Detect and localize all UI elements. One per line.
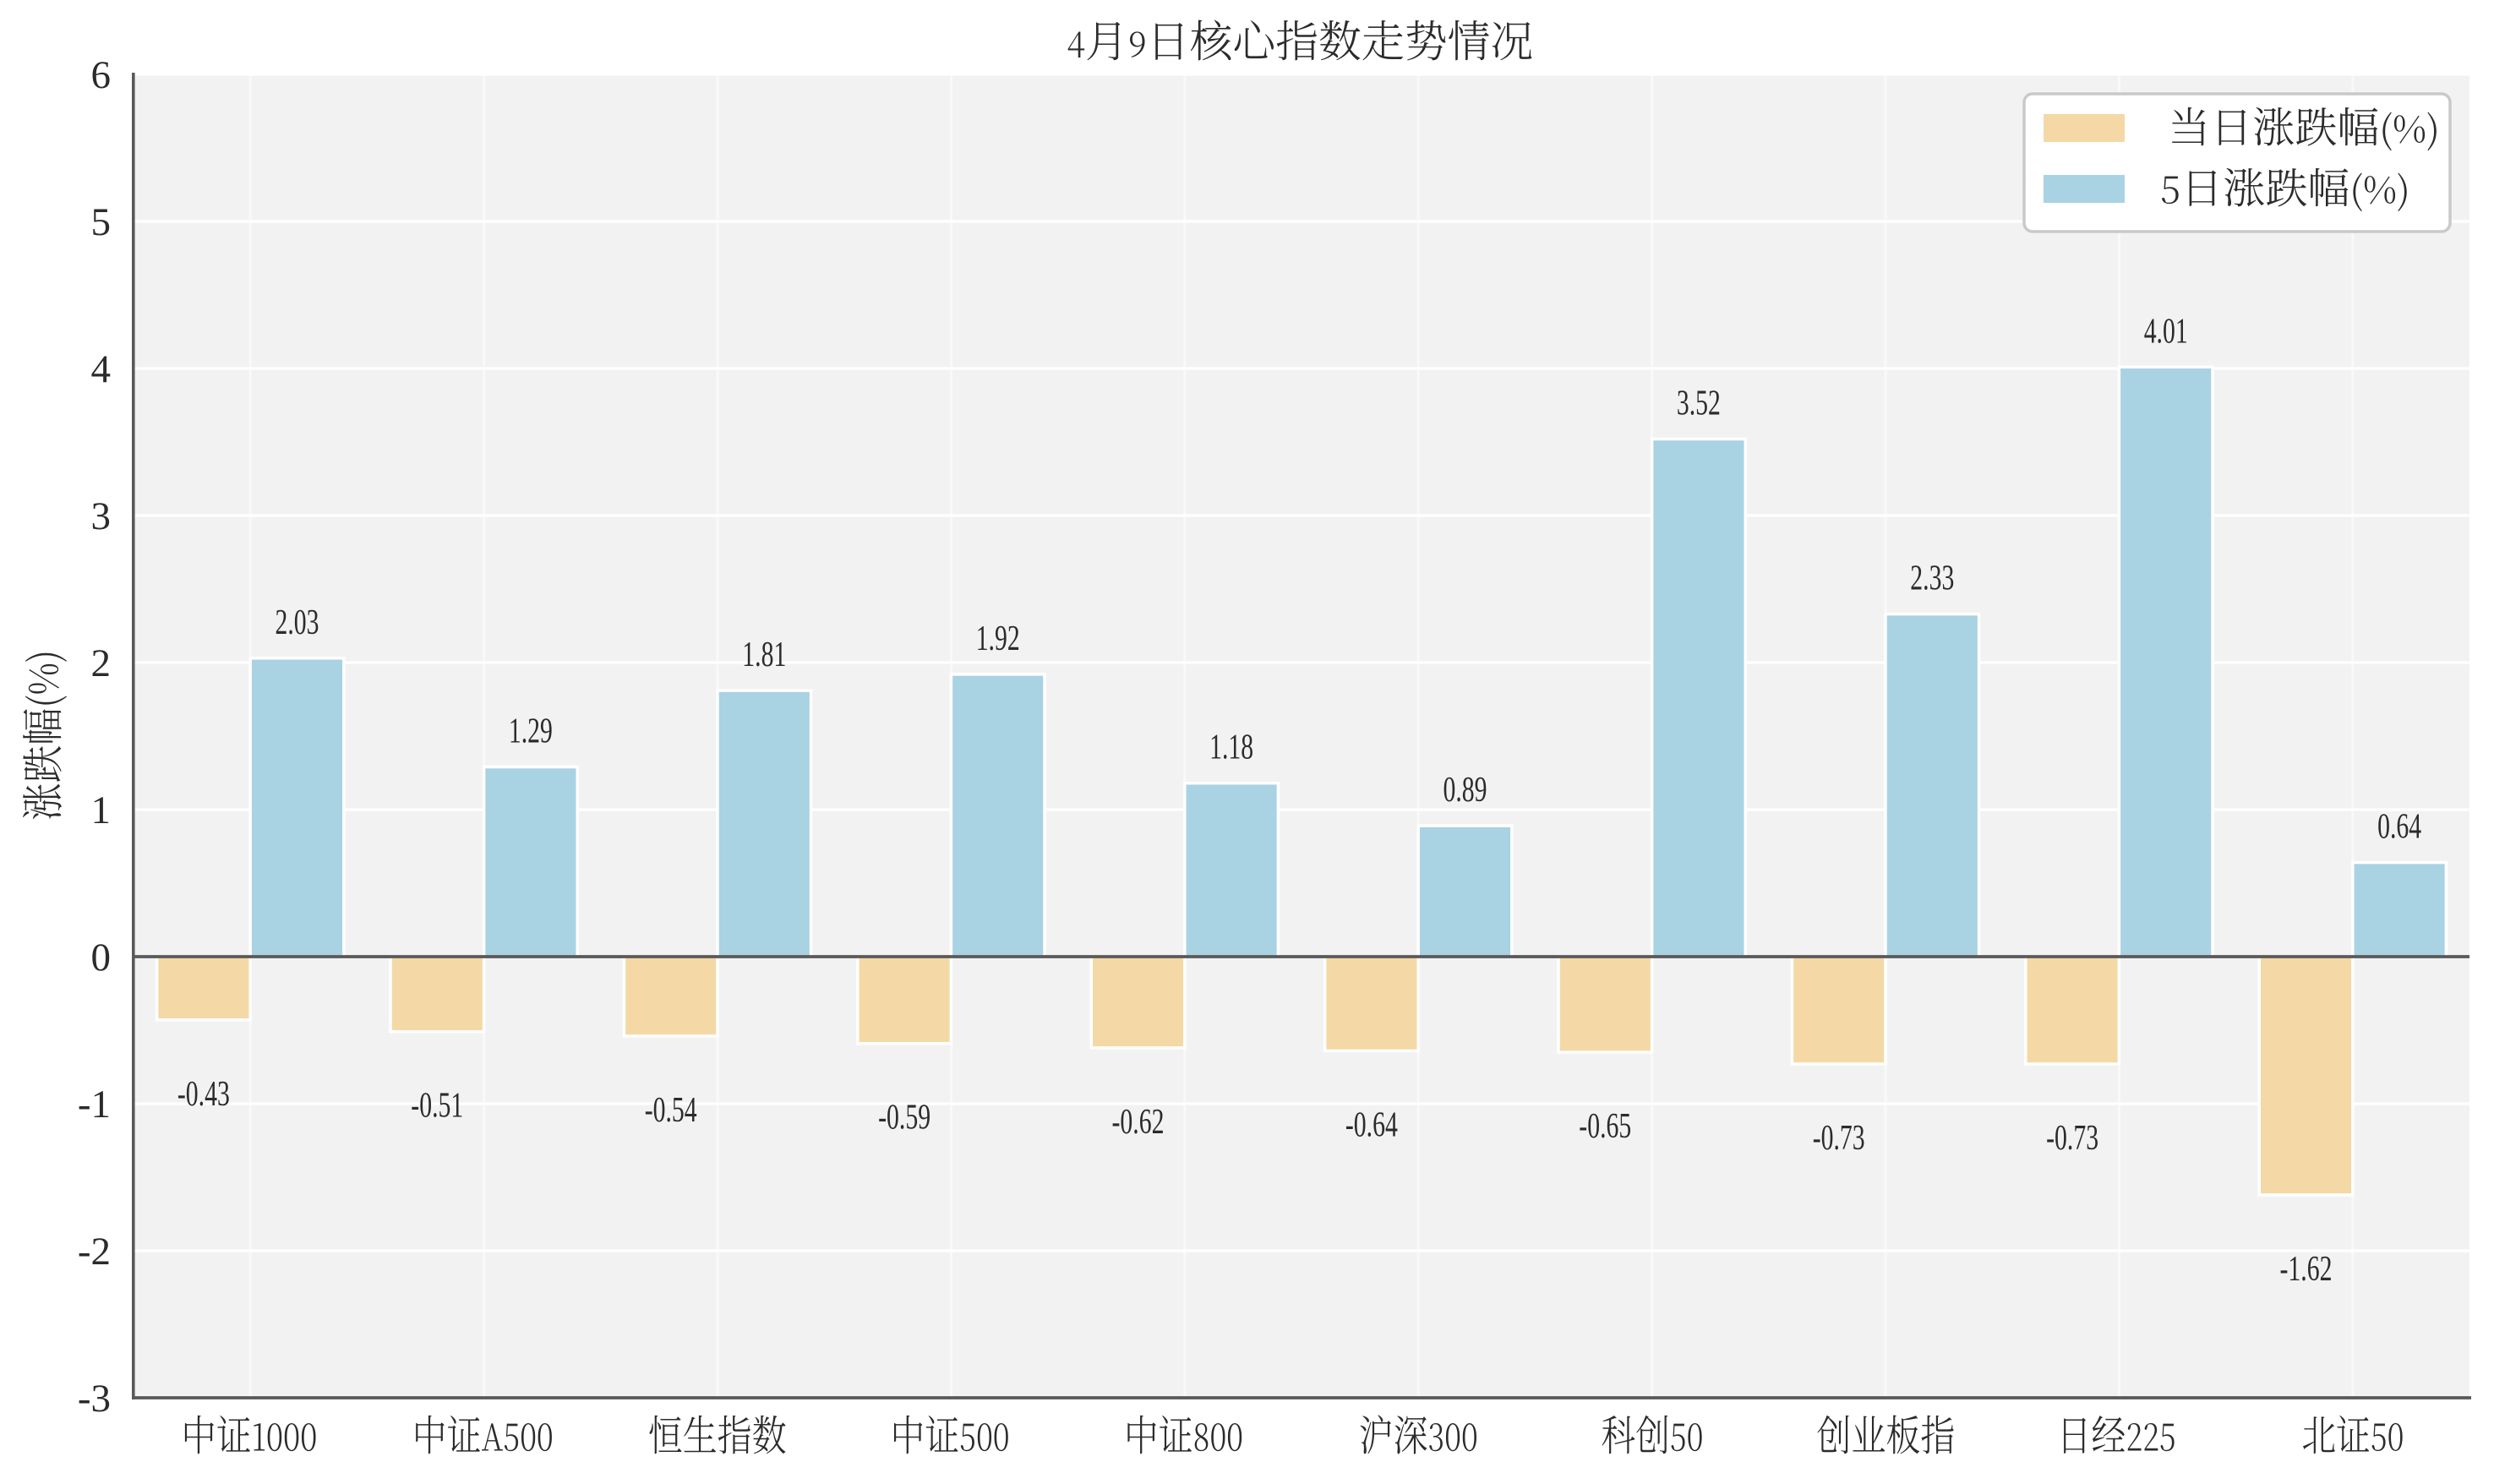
svg-text:4: 4 [91,347,112,391]
svg-text:-0.64: -0.64 [1345,1105,1398,1144]
svg-text:-0.62: -0.62 [1112,1103,1165,1142]
svg-text:1.18: 1.18 [1209,728,1253,767]
svg-text:-0.54: -0.54 [645,1091,697,1130]
svg-text:0.89: 0.89 [1443,771,1487,810]
svg-text:1.29: 1.29 [509,712,553,751]
svg-text:4.01: 4.01 [2144,312,2188,351]
svg-text:1.92: 1.92 [976,619,1020,658]
svg-text:2.03: 2.03 [276,603,319,642]
svg-text:-0.73: -0.73 [1813,1119,1865,1158]
svg-text:-1.62: -1.62 [2280,1250,2333,1289]
svg-text:-2: -2 [78,1230,111,1274]
svg-text:1: 1 [91,788,112,832]
svg-text:-3: -3 [78,1377,111,1421]
svg-text:5: 5 [91,200,112,244]
svg-text:-0.59: -0.59 [878,1099,930,1138]
svg-text:3: 3 [91,494,112,538]
svg-text:2.33: 2.33 [1910,559,1954,598]
svg-text:0: 0 [91,936,112,979]
svg-text:-0.73: -0.73 [2046,1119,2098,1158]
svg-text:-1: -1 [78,1083,111,1127]
svg-text:0.64: 0.64 [2377,808,2421,847]
svg-text:3.52: 3.52 [1677,385,1721,423]
svg-text:-0.51: -0.51 [411,1087,463,1126]
svg-text:1.81: 1.81 [742,636,786,674]
svg-text:-0.65: -0.65 [1579,1107,1631,1146]
svg-text:6: 6 [91,53,112,97]
svg-text:-0.43: -0.43 [177,1075,230,1114]
svg-text:2: 2 [91,641,112,685]
